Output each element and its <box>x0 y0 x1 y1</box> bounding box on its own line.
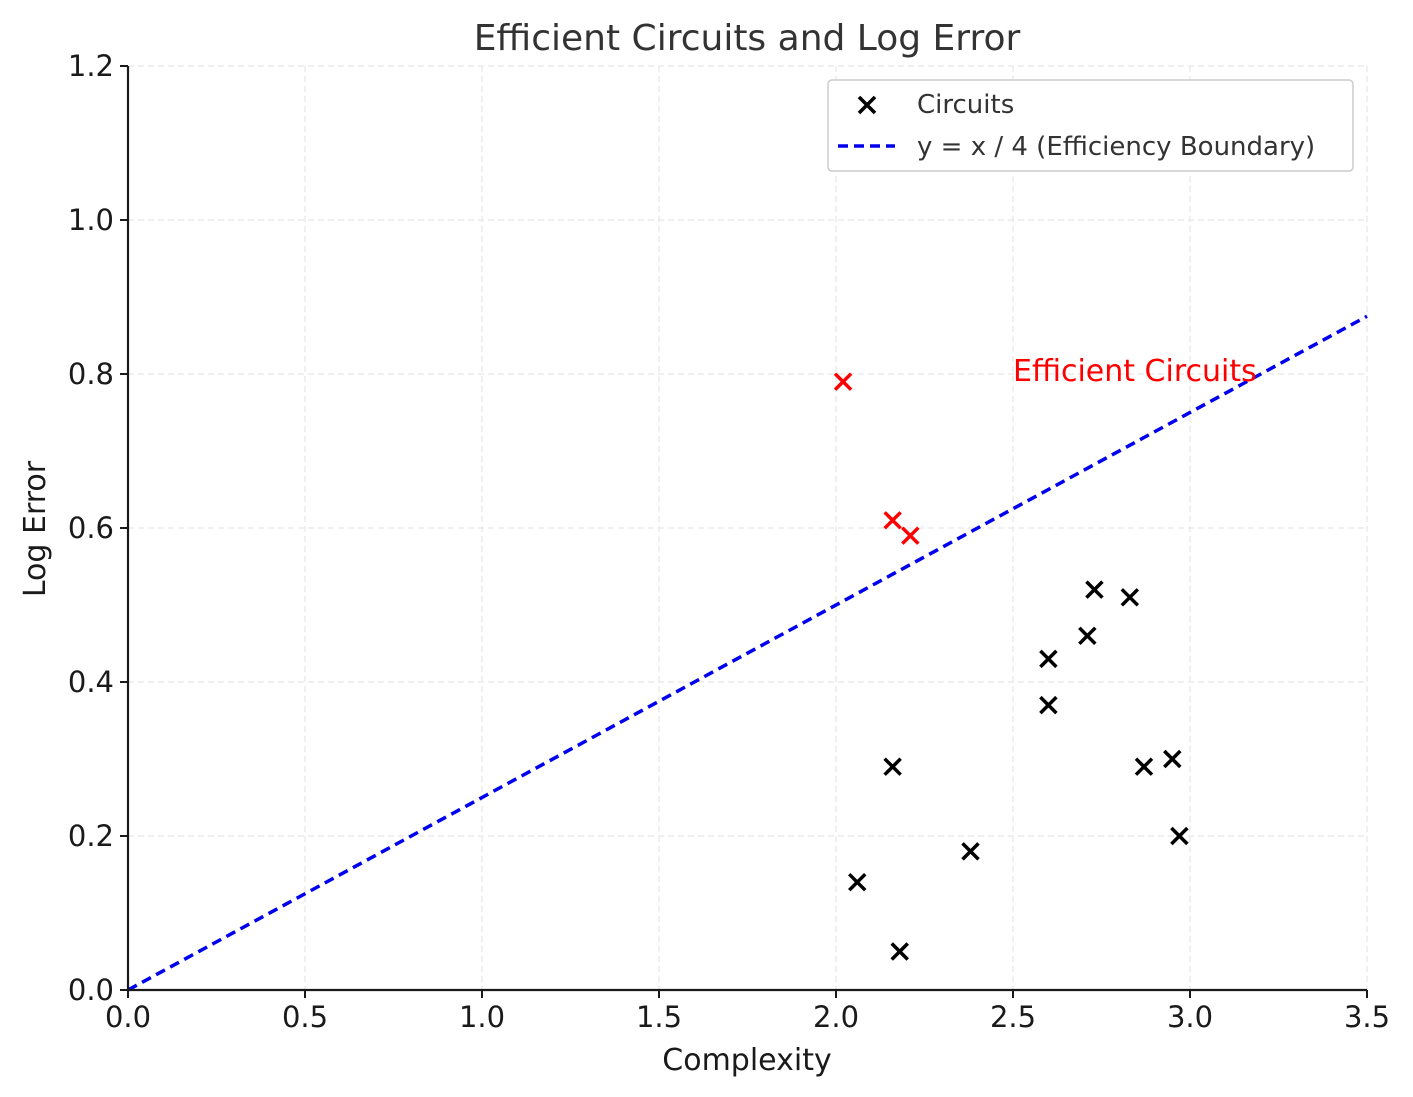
legend-marker-x <box>857 95 877 115</box>
data-point-stroke <box>1039 695 1058 715</box>
data-point <box>883 757 902 776</box>
data-point <box>1078 626 1097 646</box>
x-tick-label: 0.5 <box>282 1000 328 1034</box>
legend-marker-stroke-group <box>857 95 877 115</box>
x-axis-ticks: 0.0 0.5 1.0 1.5 2.0 2.5 3.0 3.5 <box>105 990 1390 1034</box>
data-points-group <box>833 372 1189 961</box>
data-point-stroke <box>1078 626 1097 646</box>
data-point <box>961 842 980 861</box>
x-tick-label: 0.0 <box>105 1000 151 1034</box>
data-point <box>1134 757 1154 776</box>
data-point-stroke <box>1085 580 1104 599</box>
legend: Circuits y = x / 4 (Efficiency Boundary) <box>827 79 1354 172</box>
efficient-data-point <box>833 372 853 391</box>
x-tick-label: 3.5 <box>1344 1000 1390 1034</box>
data-point-stroke <box>1120 588 1140 607</box>
data-point-stroke <box>848 872 867 892</box>
efficient-data-point-stroke <box>833 372 853 391</box>
y-tick-label: 0.0 <box>68 973 114 1007</box>
efficient-data-point <box>901 526 920 545</box>
data-point <box>890 942 909 961</box>
y-tick-label: 0.6 <box>68 511 114 545</box>
annotation-efficient-circuits: Efficient Circuits <box>1013 354 1257 389</box>
x-tick-label: 3.0 <box>1167 1000 1213 1034</box>
efficient-data-point-stroke <box>883 511 902 530</box>
x-tick-label: 1.0 <box>459 1000 505 1034</box>
data-point <box>1120 588 1140 607</box>
legend-marker-stroke-group-stroke <box>857 95 877 115</box>
data-point-stroke <box>1134 757 1154 776</box>
y-tick-label: 0.4 <box>68 665 114 699</box>
data-point <box>1170 826 1189 846</box>
grid-lines <box>127 65 1368 991</box>
y-tick-label: 0.8 <box>68 357 114 391</box>
y-tick-label: 0.2 <box>68 819 114 853</box>
legend-label-circuits: Circuits <box>917 90 1014 120</box>
x-tick-label: 2.0 <box>813 1000 859 1034</box>
y-axis-label: Log Error <box>18 460 53 597</box>
data-point <box>1039 649 1058 669</box>
y-tick-label: 1.0 <box>68 203 114 237</box>
data-point-stroke <box>1170 826 1189 846</box>
chart-title: Efficient Circuits and Log Error <box>474 18 1021 59</box>
efficient-data-point-stroke <box>901 526 920 545</box>
data-point <box>848 872 867 892</box>
y-tick-label: 1.2 <box>68 49 114 83</box>
data-point <box>1163 749 1182 769</box>
data-point-stroke <box>1163 749 1182 769</box>
data-point-stroke <box>883 757 902 776</box>
efficiency-boundary-group <box>127 314 1368 992</box>
data-point-stroke <box>961 842 980 861</box>
legend-frame <box>827 79 1354 172</box>
efficient-data-point <box>883 511 902 530</box>
x-axis-label: Complexity <box>662 1043 831 1078</box>
x-tick-label: 1.5 <box>636 1000 682 1034</box>
data-point-stroke <box>890 942 909 961</box>
data-point <box>1085 580 1104 599</box>
x-tick-label: 2.5 <box>990 1000 1036 1034</box>
data-point <box>1039 695 1058 715</box>
efficiency-boundary-line <box>127 314 1368 992</box>
y-axis-ticks: 0.0 0.2 0.4 0.6 0.8 1.0 1.2 <box>68 49 128 1007</box>
data-point-stroke <box>1039 649 1058 669</box>
legend-label-boundary: y = x / 4 (Efficiency Boundary) <box>917 132 1315 162</box>
